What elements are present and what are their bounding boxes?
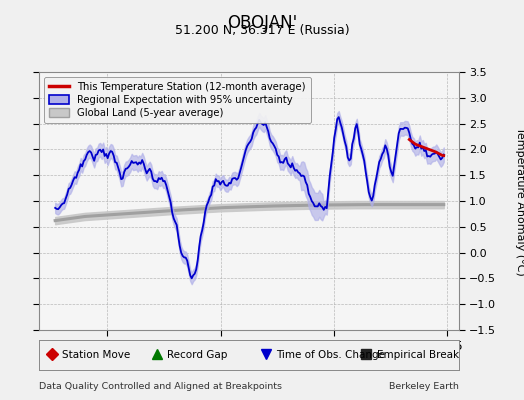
Legend: This Temperature Station (12-month average), Regional Expectation with 95% uncer: This Temperature Station (12-month avera… xyxy=(45,77,311,123)
Text: Data Quality Controlled and Aligned at Breakpoints: Data Quality Controlled and Aligned at B… xyxy=(39,382,282,391)
Text: Record Gap: Record Gap xyxy=(167,350,227,360)
Text: 51.200 N, 36.317 E (Russia): 51.200 N, 36.317 E (Russia) xyxy=(174,24,350,37)
Text: Empirical Break: Empirical Break xyxy=(377,350,459,360)
Y-axis label: Temperature Anomaly (°C): Temperature Anomaly (°C) xyxy=(516,127,524,275)
Text: Berkeley Earth: Berkeley Earth xyxy=(389,382,458,391)
Text: OBOJAN': OBOJAN' xyxy=(227,14,297,32)
Text: Time of Obs. Change: Time of Obs. Change xyxy=(276,350,385,360)
Text: Station Move: Station Move xyxy=(62,350,130,360)
